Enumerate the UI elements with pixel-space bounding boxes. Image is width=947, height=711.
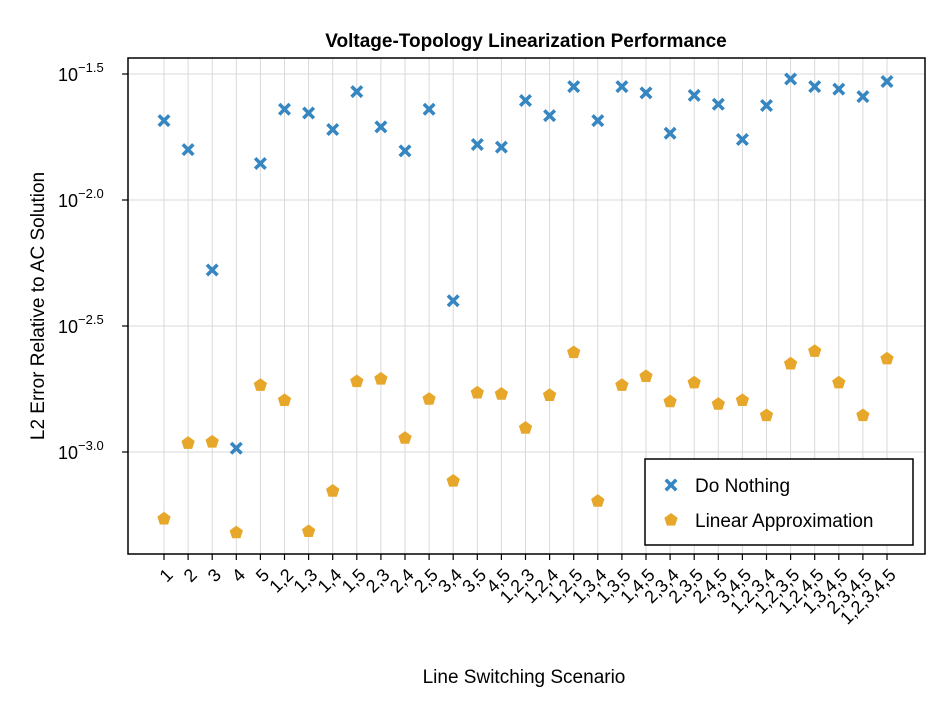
point-linear-approximation [229,525,243,539]
point-linear-approximation [518,421,533,434]
y-axis-label: L2 Error Relative to AC Solution [28,172,49,440]
point-linear-approximation [253,378,268,391]
y-tick-label: 10−2.5 [58,312,104,337]
point-linear-approximation [181,436,195,449]
point-linear-approximation [880,351,894,365]
x-tick-label: 4 [228,565,249,586]
y-tick-label: 10−3.0 [58,438,104,463]
point-linear-approximation [591,494,605,507]
point-linear-approximation [615,378,629,391]
point-linear-approximation [808,344,822,357]
point-linear-approximation [494,387,509,400]
x-tick-label: 1 [156,565,177,586]
point-linear-approximation [205,434,219,448]
point-linear-approximation [157,511,171,525]
point-linear-approximation [350,374,364,388]
plot-area-frame [127,57,926,555]
point-linear-approximation [422,392,436,405]
legend-frame [644,458,914,546]
y-axis-ticks: 10−1.5 10−2.0 10−2.5 10−3.0 [58,60,128,463]
point-linear-approximation [277,393,292,406]
point-linear-approximation [783,356,798,370]
point-linear-approximation [567,345,581,359]
point-linear-approximation [639,369,653,383]
point-linear-approximation [446,473,460,487]
x-tick-label: 2 [180,565,201,586]
point-linear-approximation [326,484,340,497]
point-linear-approximation [470,385,484,399]
point-linear-approximation [542,388,557,401]
legend: Do Nothing Linear Approximation [644,458,914,546]
x-axis-label: Line Switching Scenario [423,667,626,688]
point-linear-approximation [374,371,388,385]
point-linear-approximation [663,394,677,408]
x-tick-label: 3 [204,565,225,586]
point-linear-approximation [735,393,750,406]
point-linear-approximation [301,524,316,538]
legend-label-do-nothing: Do Nothing [695,476,790,497]
point-linear-approximation [759,408,774,422]
chart-title: Voltage-Topology Linearization Performan… [325,31,727,52]
y-tick-label: 10−2.0 [58,186,104,211]
point-linear-approximation [398,431,412,444]
point-linear-approximation [832,375,846,389]
point-linear-approximation [711,397,725,410]
y-tick-label: 10−1.5 [58,60,104,85]
point-linear-approximation [687,375,701,389]
point-linear-approximation [856,408,870,422]
x-axis-ticks: 1 2 3 4 51,21,31,41,52,32,42,53,43,54,51,2,3… [156,554,900,628]
legend-label-linear-approximation: Linear Approximation [695,511,874,532]
